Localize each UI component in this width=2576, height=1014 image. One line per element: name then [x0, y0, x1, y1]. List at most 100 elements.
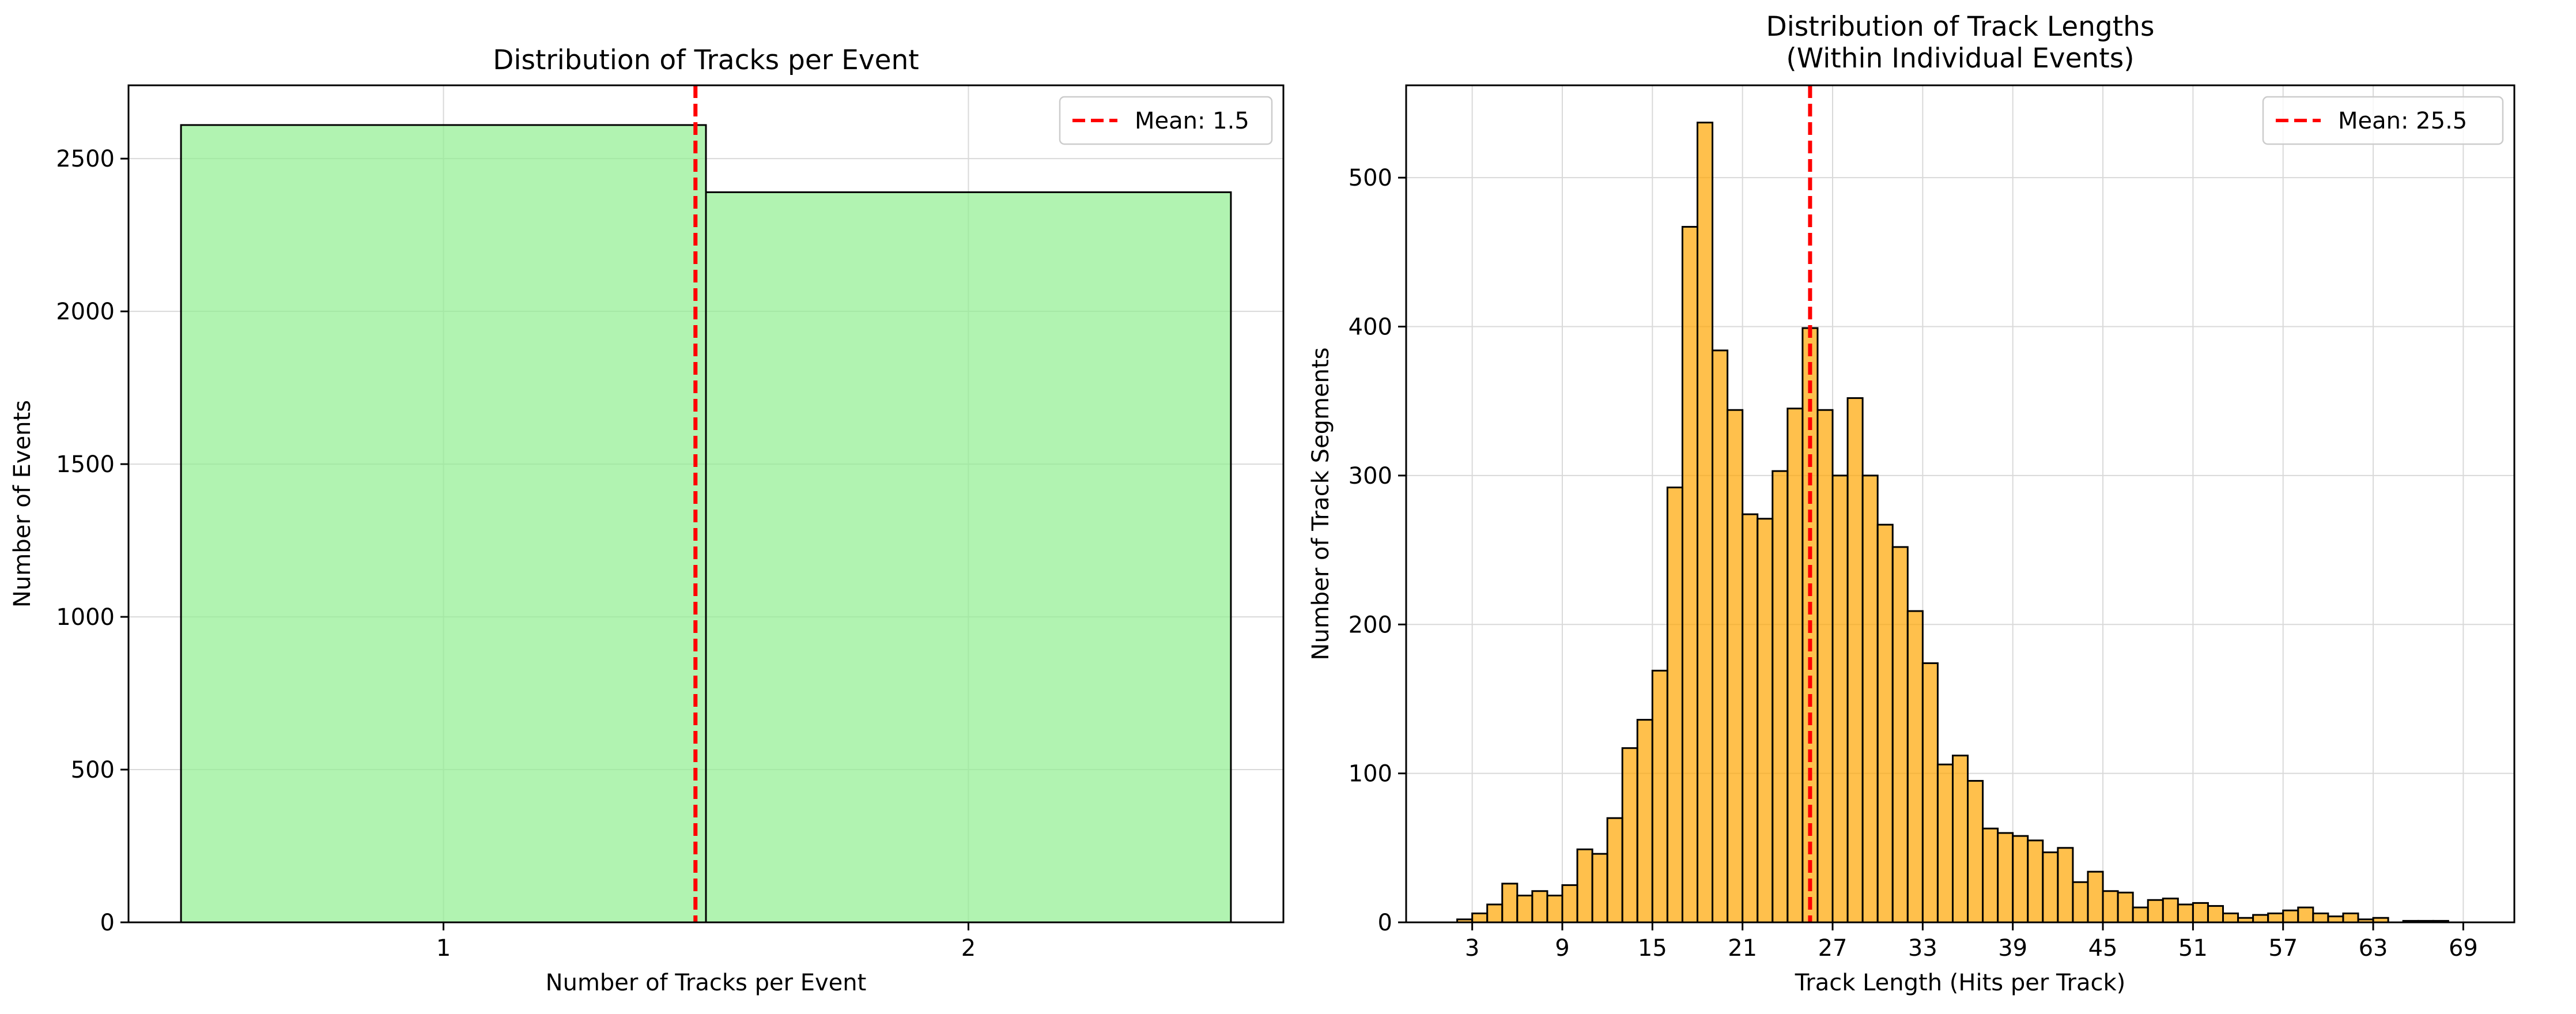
histogram-bar	[2147, 899, 2164, 923]
histogram-bar	[1786, 408, 1804, 923]
x-tick-label: 15	[1638, 935, 1667, 962]
y-tick-label: 100	[1349, 761, 1392, 787]
histogram-bar	[2117, 891, 2134, 923]
histogram-bar	[1576, 848, 1593, 923]
y-tick-label: 500	[71, 757, 115, 783]
y-axis-ticks: 0 500 1000 1500 2000 2500	[56, 146, 129, 936]
histogram-bar	[1471, 912, 1489, 923]
histogram-bar	[1876, 523, 1894, 923]
x-axis-label: Track Length (Hits per Track)	[1795, 970, 2126, 996]
x-tick-label: 51	[2178, 935, 2208, 962]
histogram-bar	[1936, 763, 1954, 923]
y-tick-label: 2000	[56, 299, 115, 325]
y-tick-label: 0	[1378, 910, 1392, 936]
histogram-bar	[1772, 470, 1789, 923]
histogram-bar	[1757, 518, 1774, 923]
histogram-bar	[2177, 903, 2194, 923]
legend: Mean: 1.5	[1059, 96, 1273, 145]
legend-mean-label: Mean: 25.5	[2338, 108, 2467, 134]
x-tick-label: 3	[1465, 935, 1479, 962]
histogram-bar	[1561, 884, 1578, 923]
legend-box	[2262, 96, 2504, 145]
chart-title-line: (Within Individual Events)	[1786, 43, 2134, 74]
histogram-bars	[180, 124, 1232, 923]
chart-title: Distribution of Track Lengths (Within Ind…	[1766, 11, 2155, 74]
chart-title: Distribution of Tracks per Event	[493, 44, 919, 76]
y-tick-label: 500	[1349, 165, 1392, 191]
x-tick-label: 1	[436, 935, 451, 962]
y-tick-label: 2500	[56, 146, 115, 172]
histogram-bar	[2192, 902, 2209, 923]
histogram-bar	[1921, 662, 1939, 923]
histogram-bar	[2102, 890, 2119, 923]
histogram-bar	[2027, 839, 2044, 923]
y-tick-label: 1000	[56, 604, 115, 631]
histogram-bar	[2222, 912, 2239, 923]
x-axis-ticks: 3 9 15 21 27 33 39 45 51 57 63 69	[1465, 922, 2478, 962]
histogram-bar	[1712, 349, 1729, 923]
y-axis-ticks: 0 100 200 300 400 500	[1349, 165, 1406, 936]
histogram-bar	[2087, 870, 2104, 923]
x-tick-label: 9	[1555, 935, 1569, 962]
histogram-bars	[1456, 122, 2449, 923]
histogram-bar	[2252, 914, 2269, 923]
track-lengths-chart: Distribution of Track Lengths (Within Ind…	[1308, 11, 2515, 996]
histogram-bar	[1501, 883, 1519, 923]
y-tick-label: 0	[100, 910, 115, 936]
histogram-bar	[1967, 780, 1984, 923]
y-tick-label: 1500	[56, 451, 115, 478]
chart-title-line: Distribution of Tracks per Event	[493, 44, 919, 76]
histogram-bar	[1697, 122, 1714, 923]
histogram-bar	[1621, 747, 1638, 923]
histogram-bar	[2012, 835, 2029, 923]
histogram-bar	[705, 191, 1232, 923]
histogram-bar	[1546, 894, 1563, 923]
histogram-bar	[1831, 474, 1849, 923]
histogram-bar	[2207, 905, 2224, 923]
y-tick-label: 400	[1349, 314, 1392, 341]
histogram-bar	[1982, 827, 1999, 923]
legend-box	[1059, 96, 1273, 145]
histogram-bar	[1846, 397, 1864, 923]
y-tick-label: 300	[1349, 463, 1392, 489]
x-tick-label: 27	[1818, 935, 1848, 962]
histogram-bar	[180, 124, 707, 923]
histogram-bar	[1606, 817, 1623, 923]
x-tick-label: 45	[2088, 935, 2118, 962]
histogram-bar	[1681, 225, 1699, 923]
plot-frame	[1405, 84, 2515, 923]
x-tick-label: 39	[1998, 935, 2027, 962]
histogram-bar	[2282, 909, 2299, 923]
x-tick-label: 63	[2359, 935, 2388, 962]
histogram-bar	[2312, 912, 2329, 923]
histogram-bar	[1531, 890, 1548, 923]
y-axis-label: Number of Track Segments	[1308, 348, 1334, 661]
legend: Mean: 25.5	[2262, 96, 2504, 145]
histogram-bar	[1666, 487, 1683, 923]
y-tick-label: 200	[1349, 612, 1392, 638]
x-tick-label: 33	[1908, 935, 1937, 962]
histogram-bar	[2267, 912, 2284, 923]
x-axis-label: Number of Tracks per Event	[546, 970, 867, 996]
histogram-bar	[2342, 912, 2359, 923]
x-tick-label: 2	[961, 935, 976, 962]
histogram-bar	[1591, 853, 1608, 923]
legend-mean-label: Mean: 1.5	[1135, 108, 1249, 134]
x-tick-label: 69	[2449, 935, 2478, 962]
x-tick-label: 21	[1728, 935, 1757, 962]
histogram-bar	[1861, 474, 1879, 923]
histogram-bar	[2057, 847, 2074, 923]
histogram-bar	[2327, 915, 2344, 923]
histogram-bar	[2132, 906, 2149, 923]
histogram-bar	[1636, 719, 1653, 923]
histogram-bar	[1906, 610, 1924, 923]
histogram-bar	[1951, 755, 1969, 923]
histogram-bar	[2042, 851, 2059, 923]
histogram-bar	[1651, 669, 1668, 923]
histogram-bar	[2072, 881, 2089, 923]
histogram-bar	[1727, 409, 1744, 923]
histogram-bar	[1742, 513, 1759, 923]
